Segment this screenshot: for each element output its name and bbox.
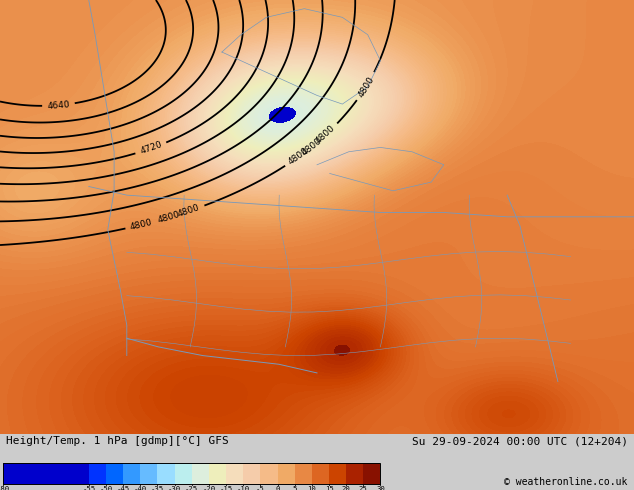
Text: 4800: 4800 xyxy=(314,124,337,146)
Bar xyxy=(346,463,363,484)
Text: -45: -45 xyxy=(117,486,130,490)
Text: 4720: 4720 xyxy=(139,140,163,156)
Text: -25: -25 xyxy=(185,486,198,490)
Bar xyxy=(174,463,191,484)
Bar xyxy=(3,463,89,484)
Text: -80: -80 xyxy=(0,486,10,490)
Text: 30: 30 xyxy=(376,486,385,490)
Text: Su 29-09-2024 00:00 UTC (12+204): Su 29-09-2024 00:00 UTC (12+204) xyxy=(411,437,628,446)
Bar xyxy=(157,463,174,484)
Text: -55: -55 xyxy=(82,486,96,490)
Bar xyxy=(261,463,278,484)
Bar xyxy=(243,463,261,484)
Bar xyxy=(89,463,106,484)
Text: -10: -10 xyxy=(236,486,250,490)
Text: 20: 20 xyxy=(342,486,351,490)
Text: 4800: 4800 xyxy=(129,218,153,232)
Text: -40: -40 xyxy=(134,486,147,490)
Text: 25: 25 xyxy=(359,486,368,490)
Text: 4800: 4800 xyxy=(287,146,311,167)
Text: 10: 10 xyxy=(307,486,316,490)
Bar xyxy=(295,463,312,484)
Text: 4640: 4640 xyxy=(47,100,70,111)
Text: -35: -35 xyxy=(151,486,164,490)
Bar xyxy=(140,463,157,484)
Text: -50: -50 xyxy=(100,486,113,490)
Bar xyxy=(329,463,346,484)
Text: -20: -20 xyxy=(202,486,216,490)
Text: 4800: 4800 xyxy=(177,203,201,219)
Bar xyxy=(3,463,380,484)
Bar xyxy=(312,463,329,484)
Text: 4800: 4800 xyxy=(157,210,181,225)
Text: 4800: 4800 xyxy=(356,74,376,98)
Bar xyxy=(278,463,295,484)
Bar xyxy=(363,463,380,484)
Bar xyxy=(209,463,226,484)
Text: 0: 0 xyxy=(275,486,280,490)
Text: -30: -30 xyxy=(168,486,181,490)
Text: 5: 5 xyxy=(292,486,297,490)
Text: Height/Temp. 1 hPa [gdmp][°C] GFS: Height/Temp. 1 hPa [gdmp][°C] GFS xyxy=(6,437,229,446)
Bar xyxy=(191,463,209,484)
Text: © weatheronline.co.uk: © weatheronline.co.uk xyxy=(504,477,628,487)
Bar xyxy=(123,463,140,484)
Text: 15: 15 xyxy=(325,486,333,490)
Text: -15: -15 xyxy=(219,486,233,490)
Text: -5: -5 xyxy=(256,486,265,490)
Bar xyxy=(226,463,243,484)
Bar xyxy=(106,463,123,484)
Text: 4800: 4800 xyxy=(300,136,323,157)
